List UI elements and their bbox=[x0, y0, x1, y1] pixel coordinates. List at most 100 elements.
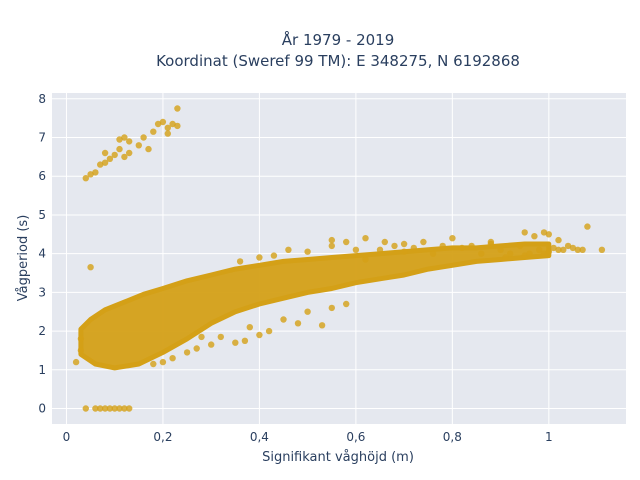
data-point bbox=[318, 322, 326, 329]
data-point bbox=[101, 405, 109, 412]
data-point bbox=[328, 242, 335, 250]
data-point bbox=[121, 153, 128, 161]
data-point bbox=[521, 229, 528, 236]
data-point bbox=[106, 405, 114, 412]
data-point bbox=[598, 246, 606, 253]
data-point bbox=[169, 355, 176, 362]
data-point bbox=[304, 308, 311, 315]
data-point bbox=[164, 130, 171, 137]
data-point bbox=[507, 250, 514, 257]
data-point bbox=[265, 327, 273, 335]
data-point bbox=[154, 120, 162, 128]
data-point bbox=[550, 244, 557, 252]
data-point bbox=[458, 244, 466, 252]
data-point bbox=[545, 231, 552, 238]
x-tick-label: 0,4 bbox=[250, 430, 269, 444]
x-axis-title: Signifikant våghöjd (m) bbox=[262, 450, 414, 465]
data-point bbox=[208, 341, 215, 348]
data-point bbox=[574, 246, 581, 253]
y-tick-labels: 0 1 2 3 4 5 6 7 8 bbox=[38, 92, 46, 416]
data-point bbox=[92, 169, 99, 176]
data-point bbox=[328, 304, 335, 312]
data-point bbox=[164, 124, 171, 131]
data-point bbox=[400, 248, 408, 255]
data-point bbox=[478, 250, 485, 257]
data-point bbox=[343, 238, 350, 246]
data-point bbox=[183, 349, 191, 356]
data-point bbox=[87, 171, 94, 178]
data-point bbox=[516, 242, 524, 250]
x-tick-label: 0,8 bbox=[443, 430, 462, 444]
data-point bbox=[116, 145, 123, 153]
data-point bbox=[352, 246, 360, 253]
data-point bbox=[540, 229, 548, 236]
data-point bbox=[256, 254, 263, 261]
x-tick-label: 0 bbox=[63, 430, 71, 444]
data-point bbox=[536, 246, 543, 253]
data-point bbox=[555, 236, 562, 244]
data-point bbox=[150, 128, 157, 135]
data-point bbox=[294, 320, 302, 327]
x-tick-labels: 0 0,2 0,4 0,6 0,8 1 bbox=[63, 430, 553, 444]
y-tick-label: 1 bbox=[38, 363, 46, 377]
data-point bbox=[198, 333, 205, 341]
data-point bbox=[521, 252, 528, 259]
data-point bbox=[121, 134, 128, 141]
data-point bbox=[236, 258, 244, 265]
data-point bbox=[429, 250, 437, 257]
data-point bbox=[72, 358, 80, 366]
data-point bbox=[169, 120, 176, 128]
data-point bbox=[328, 236, 335, 244]
y-tick-label: 2 bbox=[38, 324, 46, 338]
data-point bbox=[193, 345, 200, 352]
x-tick-label: 0,6 bbox=[346, 430, 365, 444]
data-point bbox=[304, 248, 311, 255]
data-point bbox=[111, 405, 118, 412]
data-point bbox=[545, 248, 552, 255]
y-tick-label: 7 bbox=[38, 131, 46, 145]
data-point bbox=[362, 256, 369, 263]
x-tick-label: 0,2 bbox=[153, 430, 172, 444]
data-point bbox=[487, 240, 495, 248]
data-point bbox=[343, 300, 350, 308]
data-point bbox=[400, 240, 408, 248]
data-point bbox=[116, 405, 123, 412]
data-points bbox=[72, 105, 606, 412]
data-point bbox=[246, 324, 253, 331]
data-point bbox=[126, 405, 133, 412]
chart-title-line-2: Koordinat (Sweref 99 TM): E 348275, N 61… bbox=[156, 52, 520, 70]
y-axis-title: Vågperiod (s) bbox=[16, 215, 31, 302]
data-point bbox=[106, 155, 114, 162]
data-point bbox=[555, 246, 562, 253]
data-point bbox=[82, 405, 90, 412]
data-point bbox=[97, 161, 104, 168]
data-point bbox=[150, 360, 157, 368]
data-point bbox=[502, 254, 509, 261]
data-point bbox=[569, 244, 577, 252]
data-point bbox=[82, 175, 90, 182]
data-point bbox=[174, 105, 181, 112]
data-point bbox=[87, 264, 94, 271]
y-tick-label: 0 bbox=[38, 402, 46, 416]
y-tick-label: 8 bbox=[38, 92, 46, 106]
data-point bbox=[526, 250, 533, 257]
y-tick-label: 6 bbox=[38, 169, 46, 183]
data-point bbox=[560, 246, 567, 253]
chart-title-line-1: År 1979 - 2019 bbox=[282, 30, 395, 49]
data-point bbox=[111, 151, 118, 159]
data-point bbox=[174, 122, 181, 130]
data-point bbox=[256, 331, 263, 339]
data-point bbox=[270, 252, 278, 259]
data-point bbox=[420, 238, 427, 246]
y-tick-label: 3 bbox=[38, 285, 46, 299]
data-point bbox=[376, 246, 384, 253]
data-point bbox=[362, 235, 369, 242]
data-point bbox=[579, 246, 586, 253]
data-point bbox=[121, 405, 128, 412]
data-point bbox=[217, 333, 224, 341]
data-point bbox=[439, 242, 446, 250]
data-point bbox=[497, 246, 504, 253]
y-tick-label: 5 bbox=[38, 208, 46, 222]
data-point bbox=[285, 246, 292, 253]
data-point bbox=[77, 347, 85, 354]
